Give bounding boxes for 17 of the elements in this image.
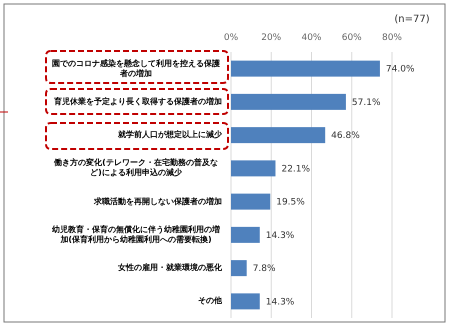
data-label: 14.3% xyxy=(266,230,295,241)
data-label: 22.1% xyxy=(281,164,311,174)
y-tick-label: 幼児教育・保育の無償化に伴う幼稚園利用の増加(保育利用から幼稚園利用への需要転換) xyxy=(51,224,221,245)
text: (n=77) xyxy=(394,14,430,25)
y-tick-label: その他 xyxy=(198,296,222,306)
data-label: 14.3% xyxy=(266,297,295,308)
data-label: 7.8% xyxy=(252,264,276,274)
data-label: 74.0% xyxy=(386,64,415,75)
data-label: 46.8% xyxy=(331,131,360,142)
y-tick-label: 働き方の変化(テレワーク・在宅勤務の普及など)による利用申込の減少 xyxy=(52,158,219,178)
data-label: 19.5% xyxy=(276,198,306,208)
y-tick-label: 就学前人口が想定以上に減少 xyxy=(118,130,222,140)
y-tick-label: 女性の雇用・就業環境の悪化 xyxy=(118,263,222,274)
y-tick-label: 育児休業を予定より長く取得する保護者の増加 xyxy=(54,96,222,107)
y-tick-label: 園でのコロナ感染を懸念して利用を控える保護者の増加 xyxy=(51,58,221,79)
data-label: 57.1% xyxy=(352,98,381,108)
y-tick-label: 求職活動を再開しない保護者の増加 xyxy=(94,196,222,207)
